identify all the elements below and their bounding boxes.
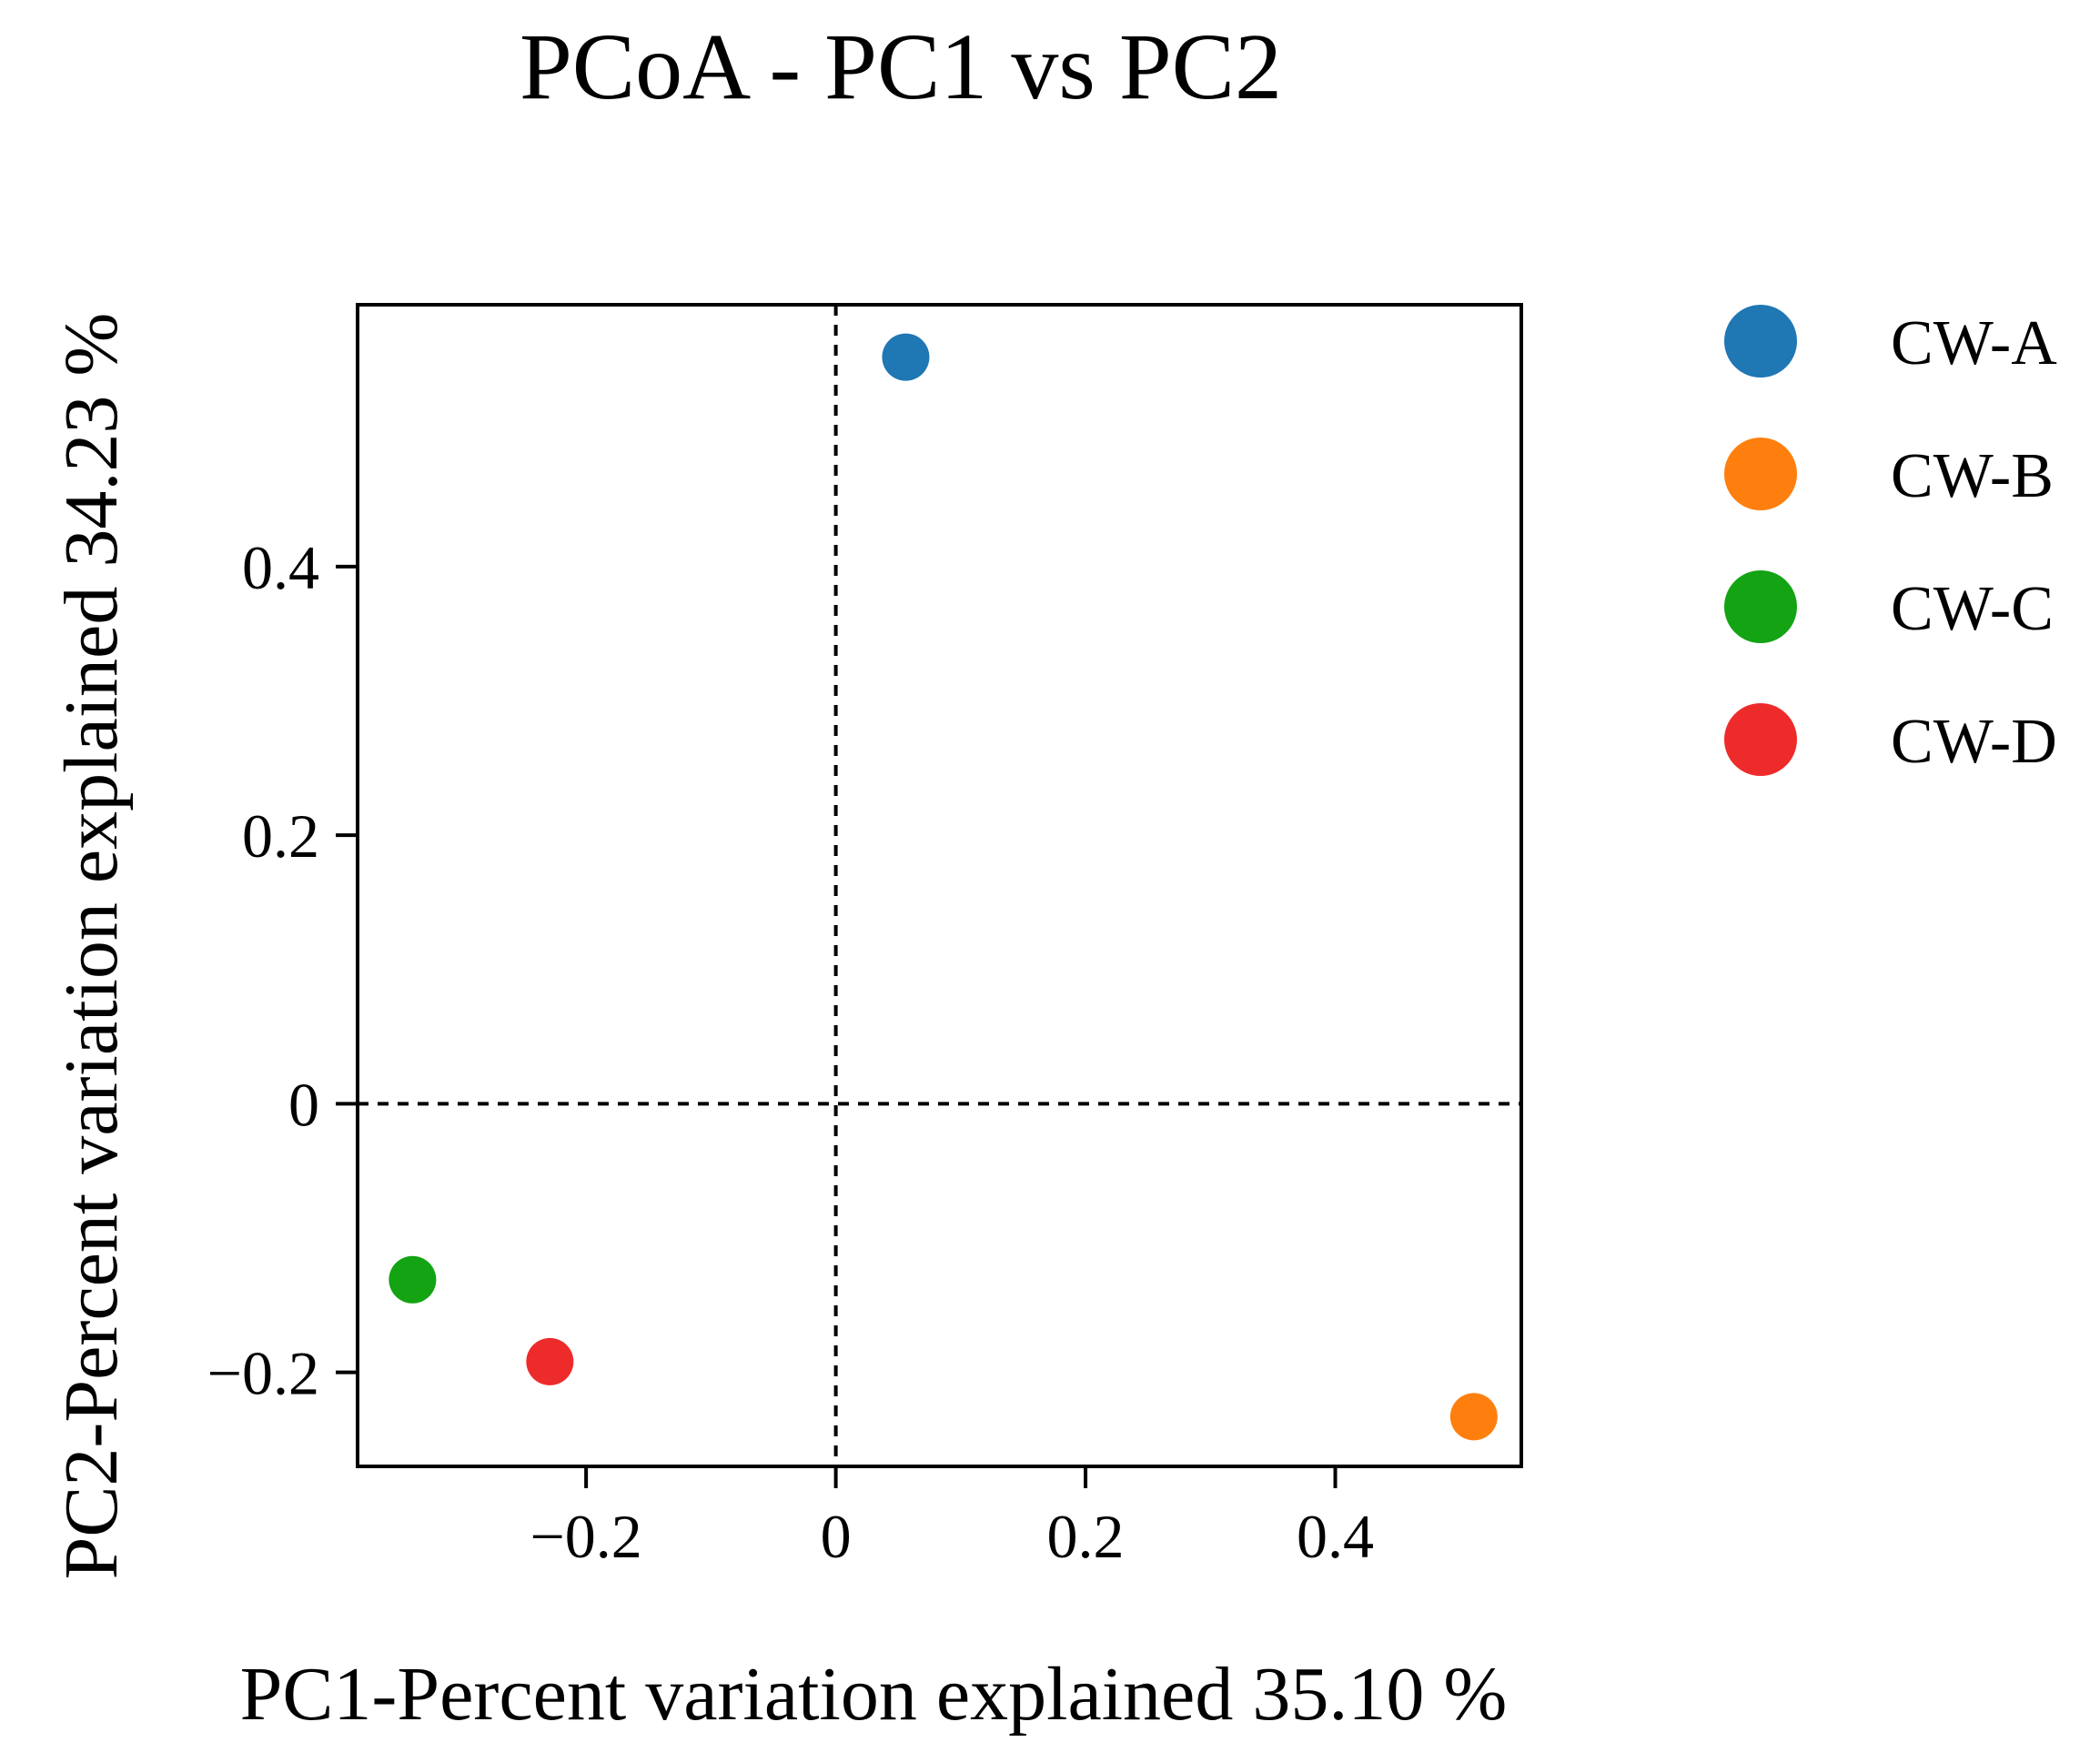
x-tick-label: 0	[821, 1502, 852, 1571]
legend-marker-cw-d	[1724, 703, 1797, 776]
x-axis-label: PC1-Percent variation explained 35.10 %	[240, 1652, 1508, 1737]
data-point-cw-d	[526, 1337, 574, 1385]
y-tick-label: 0.2	[242, 801, 319, 871]
x-tick-label: 0.4	[1297, 1502, 1374, 1571]
legend-label: CW-D	[1891, 707, 2057, 777]
y-axis-label: PC2-Percent variation explained 34.23 %	[49, 313, 134, 1580]
plot-frame	[356, 303, 1523, 1468]
data-point-cw-c	[389, 1255, 437, 1304]
chart-title: PCoA - PC1 vs PC2	[520, 15, 1282, 119]
data-point-cw-a	[882, 333, 930, 381]
x-tick-label: −0.2	[530, 1502, 641, 1571]
y-tick-label: 0	[288, 1070, 319, 1139]
legend-label: CW-C	[1891, 574, 2054, 644]
x-tick-label: 0.2	[1047, 1502, 1125, 1571]
legend-label: CW-B	[1891, 441, 2054, 511]
plot-area: −0.2 0 0.2 0.4 −0.2 0 0.2 0.4	[207, 303, 1523, 1571]
legend-marker-cw-b	[1724, 438, 1797, 510]
legend-marker-cw-a	[1724, 305, 1797, 378]
legend-marker-cw-c	[1724, 570, 1797, 643]
y-tick-label: 0.4	[242, 533, 319, 602]
legend: CW-A CW-B CW-C CW-D	[1724, 305, 2057, 777]
data-point-cw-b	[1449, 1393, 1498, 1441]
legend-label: CW-A	[1891, 308, 2057, 378]
y-tick-label: −0.2	[207, 1339, 319, 1408]
